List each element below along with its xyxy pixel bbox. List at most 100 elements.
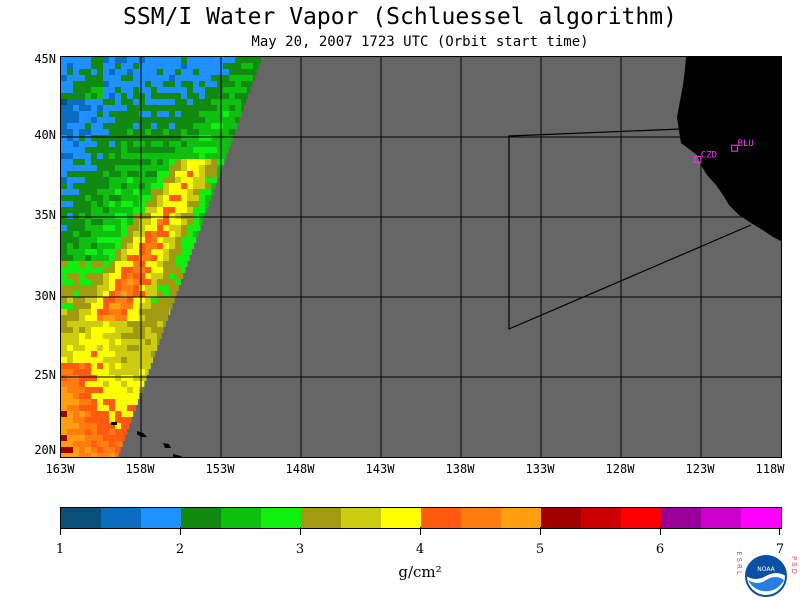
- swath-pixel: [139, 363, 145, 369]
- swath-pixel: [229, 105, 235, 111]
- swath-pixel: [229, 57, 235, 63]
- swath-pixel: [157, 183, 163, 189]
- swath-pixel: [121, 369, 127, 375]
- swath-pixel: [103, 93, 109, 99]
- swath-pixel: [121, 297, 127, 303]
- swath-pixel: [151, 147, 157, 153]
- swath-pixel: [73, 387, 79, 393]
- swath-pixel: [121, 363, 127, 369]
- swath-pixel: [133, 381, 139, 387]
- swath-pixel: [85, 105, 91, 111]
- swath-pixel: [211, 69, 217, 75]
- swath-pixel: [145, 303, 151, 309]
- swath-pixel: [67, 153, 73, 159]
- swath-pixel: [205, 153, 211, 159]
- swath-pixel: [163, 285, 169, 291]
- swath-pixel: [61, 147, 67, 153]
- swath-pixel: [61, 237, 67, 243]
- swath-pixel: [175, 273, 181, 279]
- swath-pixel: [109, 261, 115, 267]
- swath-pixel: [103, 231, 109, 237]
- swath-pixel: [145, 297, 151, 303]
- swath-pixel: [115, 225, 121, 231]
- swath-pixel: [169, 117, 175, 123]
- swath-pixel: [199, 159, 205, 165]
- swath-pixel: [169, 213, 175, 219]
- swath-pixel: [127, 189, 133, 195]
- swath-pixel: [157, 333, 162, 339]
- swath-pixel: [247, 57, 253, 63]
- swath-pixel: [175, 87, 181, 93]
- swath-pixel: [205, 99, 211, 105]
- swath-pixel: [67, 75, 73, 81]
- swath-pixel: [91, 357, 97, 363]
- swath-pixel: [73, 315, 79, 321]
- swath-pixel: [127, 255, 133, 261]
- swath-pixel: [115, 393, 121, 399]
- swath-pixel: [139, 171, 145, 177]
- swath-pixel: [241, 57, 247, 63]
- swath-pixel: [73, 153, 79, 159]
- lat-label-30n: 30N: [34, 289, 56, 303]
- swath-pixel: [217, 63, 223, 69]
- swath-pixel: [61, 381, 67, 387]
- swath-pixel: [145, 225, 151, 231]
- swath-pixel: [73, 111, 79, 117]
- swath-pixel: [91, 423, 97, 429]
- swath-pixel: [73, 279, 79, 285]
- swath-pixel: [121, 381, 127, 387]
- swath-pixel: [115, 435, 121, 441]
- swath-pixel: [109, 63, 115, 69]
- swath-pixel: [79, 243, 85, 249]
- swath-pixel: [151, 117, 157, 123]
- swath-pixel: [151, 111, 157, 117]
- swath-pixel: [127, 237, 133, 243]
- swath-pixel: [115, 159, 121, 165]
- swath-pixel: [151, 129, 157, 135]
- swath-pixel: [67, 255, 73, 261]
- swath-pixel: [229, 63, 235, 69]
- colorbar-swatch: [181, 508, 221, 528]
- swath-pixel: [115, 273, 121, 279]
- swath-pixel: [79, 189, 85, 195]
- swath-pixel: [181, 207, 187, 213]
- swath-pixel: [139, 207, 145, 213]
- swath-pixel: [121, 129, 127, 135]
- swath-pixel: [79, 441, 85, 447]
- swath-pixel: [127, 87, 133, 93]
- swath-pixel: [97, 135, 103, 141]
- swath-pixel: [85, 63, 91, 69]
- swath-pixel: [61, 87, 67, 93]
- swath-pixel: [109, 159, 115, 165]
- swath-pixel: [127, 165, 133, 171]
- swath-pixel: [133, 399, 138, 405]
- swath-pixel: [115, 249, 121, 255]
- swath-pixel: [79, 351, 85, 357]
- swath-pixel: [181, 231, 187, 237]
- swath-pixel: [127, 285, 133, 291]
- swath-pixel: [109, 399, 115, 405]
- swath-pixel: [139, 69, 145, 75]
- swath-pixel: [181, 261, 187, 267]
- swath-pixel: [169, 159, 175, 165]
- swath-pixel: [139, 213, 145, 219]
- swath-pixel: [127, 153, 133, 159]
- swath-pixel: [73, 357, 79, 363]
- swath-pixel: [157, 207, 163, 213]
- swath-pixel: [163, 105, 169, 111]
- swath-pixel: [109, 387, 115, 393]
- swath-pixel: [97, 417, 103, 423]
- swath-pixel: [157, 63, 163, 69]
- swath-pixel: [163, 279, 169, 285]
- swath-pixel: [91, 183, 97, 189]
- swath-pixel: [61, 183, 67, 189]
- swath-pixel: [85, 243, 91, 249]
- swath-pixel: [79, 69, 85, 75]
- swath-pixel: [187, 165, 193, 171]
- swath-pixel: [91, 87, 97, 93]
- swath-pixel: [157, 279, 163, 285]
- swath-pixel: [79, 81, 85, 87]
- swath-pixel: [121, 309, 127, 315]
- swath-pixel: [97, 153, 103, 159]
- swath-pixel: [229, 141, 231, 147]
